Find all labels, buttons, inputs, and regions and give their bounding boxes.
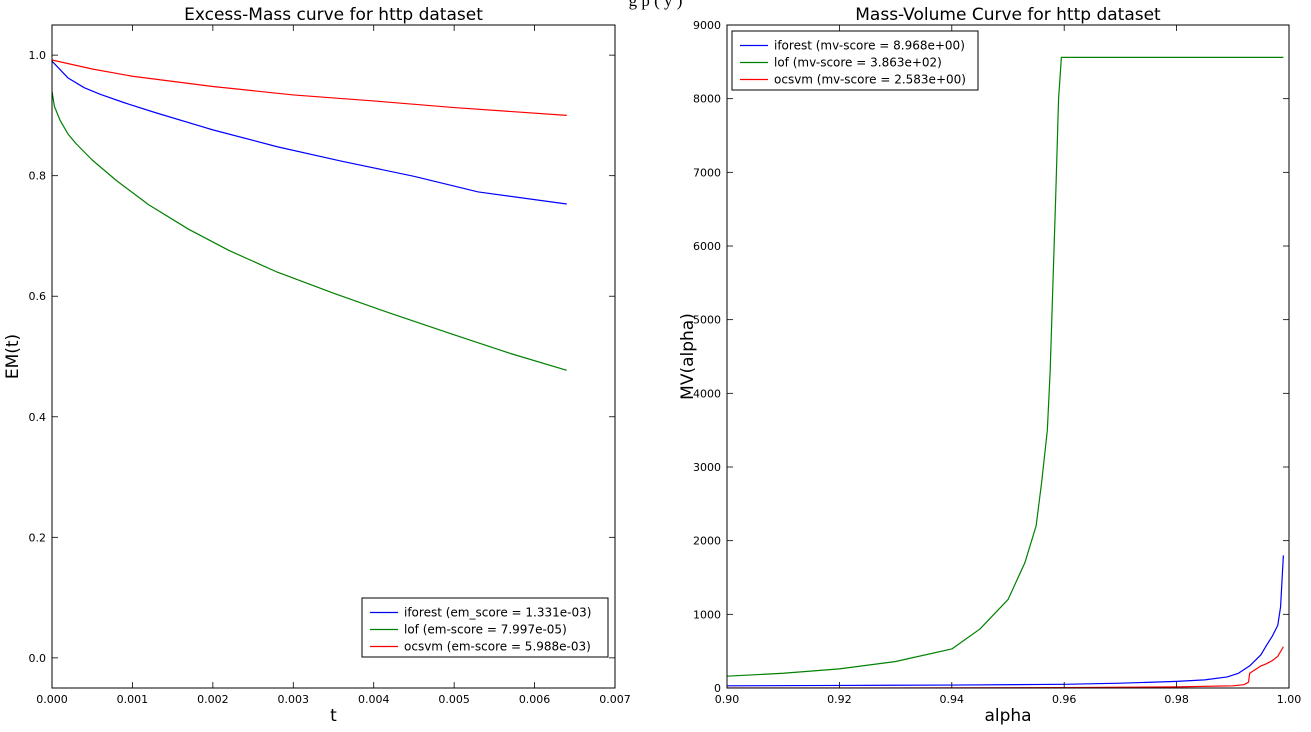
em-y-tick-label: 0.0 bbox=[29, 652, 47, 665]
mv-y-tick-label: 8000 bbox=[693, 93, 721, 106]
mv-x-tick-label: 0.92 bbox=[827, 693, 852, 706]
em-x-tick-label: 0.006 bbox=[519, 693, 551, 706]
em-y-tick-label: 0.8 bbox=[29, 170, 47, 183]
mv-x-tick-label: 0.90 bbox=[715, 693, 740, 706]
mv-legend: iforest (mv-score = 8.968e+00) lof (mv-sc… bbox=[731, 30, 979, 91]
em-chart-title: Excess-Mass curve for http dataset bbox=[184, 5, 483, 25]
em-x-axis-label: t bbox=[330, 706, 337, 726]
mv-legend-label: iforest (mv-score = 8.968e+00) bbox=[774, 39, 965, 53]
mv-series-line-0 bbox=[727, 555, 1284, 687]
mv-plot-frame bbox=[726, 24, 1290, 689]
mv-y-tick-label: 5000 bbox=[693, 314, 721, 327]
em-x-tick-label: 0.004 bbox=[358, 693, 390, 706]
em-legend-label: lof (em-score = 7.997e-05) bbox=[404, 623, 567, 637]
em-legend-label: iforest (em_score = 1.331e-03) bbox=[404, 606, 591, 620]
mv-legend-label: lof (mv-score = 3.863e+02) bbox=[774, 56, 942, 70]
mv-series-group bbox=[727, 56, 1284, 688]
mv-legend-box bbox=[731, 30, 979, 91]
mv-y-tick-label: 1000 bbox=[693, 608, 721, 621]
figure-caption-fragment: g p ( y ) bbox=[628, 0, 683, 10]
em-y-tick-label: 1.0 bbox=[29, 49, 47, 62]
em-x-tick-label: 0.001 bbox=[117, 693, 149, 706]
mv-x-tick-label: 0.94 bbox=[940, 693, 965, 706]
em-legend-box bbox=[361, 597, 609, 658]
em-legend-label: ocsvm (em-score = 5.988e-03) bbox=[404, 640, 591, 654]
em-x-tick-label: 0.007 bbox=[599, 693, 631, 706]
em-legend: iforest (em_score = 1.331e-03) lof (em-sc… bbox=[361, 597, 609, 658]
mv-y-axis-label: MV(alpha) bbox=[678, 313, 698, 400]
mv-y-tick-label: 4000 bbox=[693, 387, 721, 400]
mv-series-line-1 bbox=[727, 56, 1284, 677]
mv-chart: 0.90 0.92 0.94 0.96 0.98 1.00 0 1000 2000 3000 400… bbox=[678, 5, 1301, 726]
em-plot-frame bbox=[51, 24, 616, 689]
em-chart: 0.000 0.001 0.002 0.003 0.004 0.005 0.006 0.007… bbox=[3, 5, 631, 726]
em-y-tick-label: 0.2 bbox=[29, 531, 47, 544]
mv-x-tick-label: 0.98 bbox=[1164, 693, 1189, 706]
mv-y-tick-label: 2000 bbox=[693, 535, 721, 548]
em-y-tick-label: 0.4 bbox=[29, 411, 47, 424]
em-y-tick-label: 0.6 bbox=[29, 290, 47, 303]
mv-legend-label: ocsvm (mv-score = 2.583e+00) bbox=[774, 73, 966, 87]
em-x-tick-label: 0.000 bbox=[36, 693, 68, 706]
em-series-group bbox=[52, 59, 567, 371]
em-y-axis-label: EM(t) bbox=[3, 334, 23, 379]
mv-x-tick-label: 0.96 bbox=[1052, 693, 1077, 706]
em-x-tick-label: 0.003 bbox=[278, 693, 310, 706]
mv-y-tick-label: 7000 bbox=[693, 166, 721, 179]
mv-y-tick-label: 6000 bbox=[693, 240, 721, 253]
mv-y-tick-label: 3000 bbox=[693, 461, 721, 474]
mv-chart-title: Mass-Volume Curve for http dataset bbox=[855, 5, 1161, 25]
mv-x-tick-label: 1.00 bbox=[1277, 693, 1302, 706]
em-series-line-2 bbox=[52, 59, 567, 117]
mv-y-tick-label: 9000 bbox=[693, 19, 721, 32]
em-series-line-0 bbox=[52, 60, 567, 205]
em-x-tick-label: 0.005 bbox=[438, 693, 470, 706]
em-x-tick-label: 0.002 bbox=[197, 693, 229, 706]
mv-y-tick-label: 0 bbox=[714, 682, 721, 695]
em-series-line-1 bbox=[52, 91, 567, 371]
mv-x-axis-label: alpha bbox=[984, 706, 1031, 726]
mv-series-line-2 bbox=[727, 646, 1284, 688]
